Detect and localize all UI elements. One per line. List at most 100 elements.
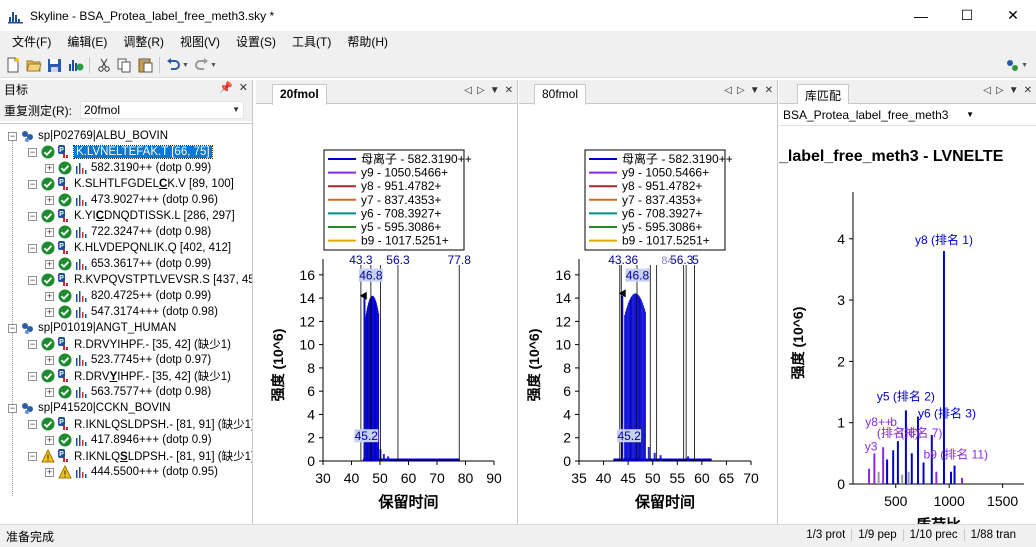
collapse-icon[interactable]: −: [28, 146, 37, 157]
new-file-icon[interactable]: [4, 57, 21, 74]
collapse-icon[interactable]: −: [8, 130, 17, 141]
tab-20fmol[interactable]: 20fmol: [272, 84, 327, 105]
expand-icon[interactable]: +: [45, 354, 54, 365]
expand-icon[interactable]: +: [45, 290, 54, 301]
expand-icon[interactable]: +: [45, 194, 54, 205]
collapse-icon[interactable]: −: [28, 338, 37, 349]
menu-settings[interactable]: 设置(S): [236, 35, 276, 49]
tab-close-icon[interactable]: ✕: [1023, 85, 1032, 96]
tab-close-icon[interactable]: ✕: [764, 85, 773, 96]
cut-icon[interactable]: [95, 57, 112, 74]
tab-next-icon[interactable]: ▷: [477, 85, 485, 96]
expand-icon[interactable]: +: [45, 226, 54, 237]
tab-next-icon[interactable]: ▷: [737, 85, 745, 96]
status-protein-count: 1/3 prot: [806, 529, 846, 541]
tab-library-match[interactable]: 库匹配: [797, 84, 850, 105]
expand-icon[interactable]: +: [45, 466, 54, 477]
tree-peptide-node[interactable]: −! P R.IKNLQSLDPSH.- [81, 91] (缺少1): [28, 448, 252, 464]
expand-icon[interactable]: +: [45, 386, 54, 397]
publish-icon[interactable]: [67, 57, 84, 74]
tree-peptide-node[interactable]: − P K.HLVDEPQNLIK.Q [402, 412]: [28, 240, 231, 256]
tree-precursor-node[interactable]: +417.8946+++ (dotp 0.9): [45, 432, 212, 448]
close-button[interactable]: ✕: [1007, 7, 1019, 23]
tree-precursor-node[interactable]: +653.3617++ (dotp 0.99): [45, 256, 211, 272]
tree-protein-node[interactable]: − sp|P01019|ANGT_HUMAN: [8, 320, 176, 336]
close-panel-icon[interactable]: ✕: [238, 82, 248, 94]
legend-entry: 母离子 - 582.3190++: [622, 151, 733, 166]
open-folder-icon[interactable]: [25, 57, 42, 74]
collapse-icon[interactable]: −: [28, 418, 37, 429]
tab-prev-icon[interactable]: ◁: [983, 85, 991, 96]
tree-protein-node[interactable]: − sp|P41520|CCKN_BOVIN: [8, 400, 171, 416]
tree-peptide-node[interactable]: − P K.SLHTLFGDELCK.V [89, 100]: [28, 176, 234, 192]
pin-icon[interactable]: 📌: [219, 82, 233, 94]
redo-icon[interactable]: [193, 57, 210, 74]
menu-tools[interactable]: 工具(T): [292, 35, 332, 49]
menu-help[interactable]: 帮助(H): [347, 35, 388, 49]
tree-precursor-node[interactable]: +582.3190++ (dotp 0.99): [45, 160, 211, 176]
tree-peptide-node[interactable]: − P R.DRVYIHPF.- [35, 42] (缺少1): [28, 368, 231, 384]
menu-view[interactable]: 视图(V): [180, 35, 220, 49]
copy-icon[interactable]: [116, 57, 133, 74]
chromatogram-chart-20fmol[interactable]: 0 2 4 6 8 10 12 14 16 30 40 50 60 70 80 90 保留时间 强度 (10^6)…: [256, 104, 518, 524]
collapse-icon[interactable]: −: [28, 274, 37, 285]
undo-dropdown-icon[interactable]: ▼: [182, 61, 189, 69]
tree-precursor-node[interactable]: +! 444.5500+++ (dotp 0.95): [45, 464, 218, 480]
collapse-icon[interactable]: −: [28, 370, 37, 381]
minimize-button[interactable]: —: [914, 7, 928, 24]
tree-peptide-node[interactable]: − P R.DRVYIHPF.- [35, 42] (缺少1): [28, 336, 231, 352]
replicate-select[interactable]: 20fmol ▼: [80, 101, 244, 119]
expand-icon[interactable]: +: [45, 434, 54, 445]
spectrum-icon[interactable]: [1004, 57, 1021, 74]
redo-dropdown-icon[interactable]: ▼: [209, 61, 217, 69]
collapse-icon[interactable]: −: [28, 242, 37, 253]
chromatogram-chart-80fmol[interactable]: 0 2 4 6 8 10 12 14 16 35 40 45 50 55 60 65 70 保留时间 强度 (10^…: [519, 104, 778, 524]
tree-precursor-node[interactable]: +722.3247++ (dotp 0.98): [45, 224, 211, 240]
targets-tree[interactable]: − sp|P02769|ALBU_BOVIN − P K.LVNELTEFAK.T [6…: [0, 123, 252, 524]
menu-file[interactable]: 文件(F): [12, 35, 52, 49]
y-tick-label: 4: [563, 406, 571, 422]
tree-precursor-node[interactable]: +563.7577++ (dotp 0.98): [45, 384, 211, 400]
maximize-button[interactable]: ☐: [960, 7, 974, 23]
collapse-icon[interactable]: −: [28, 178, 37, 189]
expand-icon[interactable]: +: [45, 258, 54, 269]
tree-protein-node[interactable]: − sp|P02769|ALBU_BOVIN: [8, 128, 168, 144]
tree-peptide-node[interactable]: − P R.KVPQVSTPTLVEVSR.S [437, 451]: [28, 272, 252, 288]
library-spectrum-chart[interactable]: _label_free_meth3 - LVNELTE 0 1 2 3 4 500 1000 1…: [778, 126, 1036, 534]
spectrum-dropdown-icon[interactable]: ▼: [1021, 62, 1028, 69]
tree-peptide-node[interactable]: − P K.LVNELTEFAK.T [66, 75]: [28, 144, 213, 160]
tab-menu-icon[interactable]: ▼: [749, 85, 760, 96]
tree-node-label: 582.3190++ (dotp 0.99): [91, 162, 212, 174]
library-select[interactable]: BSA_Protea_label_free_meth3 ▼: [779, 104, 1036, 126]
chrom-bump: [363, 298, 366, 461]
tab-menu-icon[interactable]: ▼: [489, 85, 500, 96]
id-value-label: 56.3: [386, 253, 410, 267]
tab-prev-icon[interactable]: ◁: [464, 85, 472, 96]
x-tick-label: 50: [645, 470, 661, 486]
expand-icon[interactable]: +: [45, 162, 54, 173]
tab-menu-icon[interactable]: ▼: [1008, 85, 1019, 96]
tree-precursor-node[interactable]: +523.7745++ (dotp 0.97): [45, 352, 211, 368]
tree-precursor-node[interactable]: +820.4725++ (dotp 0.99): [45, 288, 211, 304]
paste-icon[interactable]: [137, 57, 154, 74]
tree-precursor-node[interactable]: +547.3174+++ (dotp 0.98): [45, 304, 218, 320]
undo-icon[interactable]: [165, 57, 182, 74]
tree-precursor-node[interactable]: +473.9027+++ (dotp 0.96): [45, 192, 218, 208]
peak-bar: [632, 294, 634, 461]
legend-entry: y8 - 951.4782+: [622, 179, 702, 193]
collapse-icon[interactable]: −: [8, 322, 17, 333]
menu-refine[interactable]: 调整(R): [123, 35, 164, 49]
menu-edit[interactable]: 编辑(E): [67, 35, 108, 49]
collapse-icon[interactable]: −: [28, 210, 37, 221]
collapse-icon[interactable]: −: [28, 450, 37, 461]
tab-close-icon[interactable]: ✕: [504, 85, 513, 96]
save-icon[interactable]: [46, 57, 63, 74]
tree-peptide-node[interactable]: − P R.IKNLQSLDPSH.- [81, 91] (缺少1): [28, 416, 252, 432]
tab-80fmol[interactable]: 80fmol: [534, 84, 587, 105]
tree-peptide-node[interactable]: − P K.YICDNQDTISSK.L [286, 297]: [28, 208, 235, 224]
legend-entry: y7 - 837.4353+: [622, 193, 702, 207]
tab-next-icon[interactable]: ▷: [996, 85, 1004, 96]
tab-prev-icon[interactable]: ◁: [724, 85, 732, 96]
expand-icon[interactable]: +: [45, 306, 54, 317]
collapse-icon[interactable]: −: [8, 402, 17, 413]
